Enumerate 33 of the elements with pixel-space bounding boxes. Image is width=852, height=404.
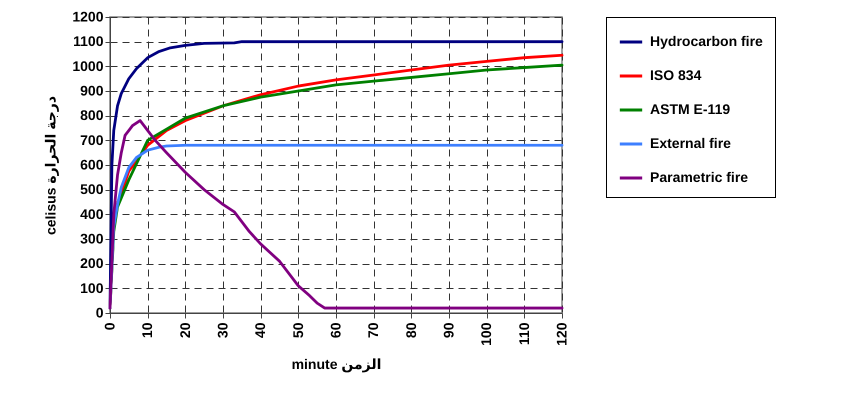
x-tick-label: 0 [102, 322, 118, 330]
y-tick-label: 1000 [72, 58, 104, 74]
legend-label: External fire [650, 135, 732, 151]
x-tick-label: 40 [252, 322, 268, 338]
y-axis-title: celisus درجة الحرارة [42, 96, 60, 236]
y-tick-label: 400 [80, 206, 104, 222]
x-tick-label: 60 [328, 322, 344, 338]
y-tick-label: 200 [80, 255, 104, 272]
y-tick-label: 700 [80, 132, 104, 148]
y-tick-label: 1200 [72, 8, 104, 24]
y-tick-label: 100 [80, 280, 104, 296]
legend-label: ASTM E-119 [650, 101, 730, 117]
y-tick-label: 900 [80, 82, 104, 98]
y-tick-label: 0 [96, 304, 104, 320]
x-tick-label: 110 [516, 322, 532, 346]
y-tick-label: 1100 [73, 33, 104, 50]
x-tick-label: 70 [365, 322, 382, 338]
y-tick-label: 500 [80, 181, 104, 198]
x-tick-label: 80 [402, 322, 419, 338]
x-tick-label: 10 [139, 322, 156, 338]
y-tick-label: 800 [80, 107, 104, 124]
legend-label: ISO 834 [650, 67, 702, 83]
x-tick-label: 50 [290, 322, 306, 338]
y-tick-label: 600 [80, 156, 104, 172]
x-tick-label: 90 [440, 322, 456, 338]
legend-label: Hydrocarbon fire [650, 33, 764, 49]
legend-label: Parametric fire [650, 169, 748, 185]
x-axis-title: minute الزمن [292, 356, 382, 373]
x-tick-label: 30 [214, 322, 230, 338]
y-tick-label: 300 [80, 230, 104, 246]
x-tick-label: 120 [554, 322, 570, 346]
x-tick-label: 20 [176, 322, 193, 338]
x-tick-label: 100 [478, 322, 494, 346]
